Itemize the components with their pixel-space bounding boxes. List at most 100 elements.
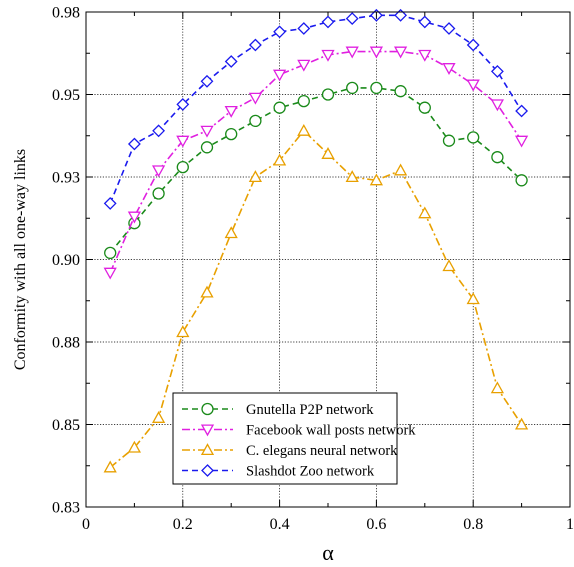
data-point [394,85,407,98]
data-point [321,147,335,159]
y-tick-label: 0.93 [52,170,80,187]
data-point [466,38,480,52]
data-point [321,49,335,62]
data-point [103,267,117,280]
data-point [393,46,408,59]
legend-label: Gnutella P2P network [246,402,374,418]
y-axis-label: Conformity with all one-way links [12,149,29,370]
data-point [418,15,432,29]
data-point [176,160,189,174]
data-point [151,165,166,178]
series-facebook-wall-posts-network [103,46,529,280]
data-point [490,381,505,394]
data-point [345,12,359,26]
data-point [297,22,311,35]
data-point [442,22,456,35]
data-point [103,460,117,473]
data-point [200,74,214,88]
data-point [200,285,214,298]
legend-entry: Slashdot Zoo network [182,464,375,480]
data-point [127,211,142,224]
data-point [514,135,529,148]
data-point [297,123,311,136]
legend-marker [200,424,215,437]
data-point [248,170,263,183]
data-point [224,55,238,68]
data-point [104,246,117,260]
data-point [418,206,432,219]
data-point [418,101,431,114]
data-point [297,59,311,72]
data-point [515,104,529,118]
x-tick-label: 0.8 [463,516,483,533]
data-point [248,38,262,52]
data-point [273,25,287,39]
x-tick-label: 0.4 [270,516,290,533]
legend-entry: C. elegans neural network [182,443,398,459]
data-point [515,174,528,187]
data-point [225,127,238,141]
series-line [109,129,523,469]
data-point [176,135,190,148]
axis-ticks [85,11,571,508]
legend-marker [200,443,215,456]
data-point [152,187,165,200]
series-line [109,50,523,274]
data-point [321,15,335,29]
y-tick-label: 0.85 [52,417,80,434]
data-point [273,101,286,114]
series-line [109,87,523,254]
series-line [109,14,523,204]
data-point [370,81,383,95]
data-point [200,125,214,138]
data-point [466,79,480,92]
data-point [103,196,117,210]
legend-label: Slashdot Zoo network [246,464,375,480]
data-point [418,49,432,62]
data-point [442,134,456,147]
x-tick-label: 0.2 [173,516,193,533]
x-axis-label: α [322,540,334,565]
data-point [442,63,456,75]
data-point [176,97,190,111]
data-point [200,141,214,154]
series-c-elegans-neural-network [103,123,529,473]
y-tick-label: 0.88 [52,335,80,352]
series-slashdot-zoo-network [103,8,529,210]
legend-marker [201,402,214,416]
legend-entry: Facebook wall posts network [182,423,416,439]
data-point [393,163,408,176]
data-point [490,99,505,112]
x-tick-label: 0.6 [366,516,386,533]
data-point [369,173,384,186]
data-point [176,325,190,338]
data-point [151,411,166,423]
data-point [442,259,456,272]
data-point [248,92,263,105]
legend-label: Facebook wall posts network [246,423,416,439]
legend: Gnutella P2P network Facebook wall posts … [172,392,416,485]
data-point [321,88,335,101]
x-tick-label: 1 [566,516,574,533]
series-gnutella-p2p-network [104,81,528,260]
y-tick-label: 0.83 [52,500,80,517]
data-point [394,8,408,22]
data-point [345,170,359,183]
y-tick-label: 0.98 [52,5,80,22]
data-point [490,64,504,78]
legend-marker [201,464,214,477]
data-point [491,151,504,164]
data-point [345,46,359,59]
data-point [346,81,359,95]
data-point [369,46,384,59]
data-point [249,114,262,128]
data-point [467,131,480,144]
data-point [297,94,310,108]
legend-label: C. elegans neural network [246,443,398,459]
x-tick-label: 0 [82,516,90,533]
data-point [127,137,141,151]
data-point [466,292,480,305]
data-point [152,124,166,138]
data-point [272,153,287,166]
series-layer [103,8,529,473]
